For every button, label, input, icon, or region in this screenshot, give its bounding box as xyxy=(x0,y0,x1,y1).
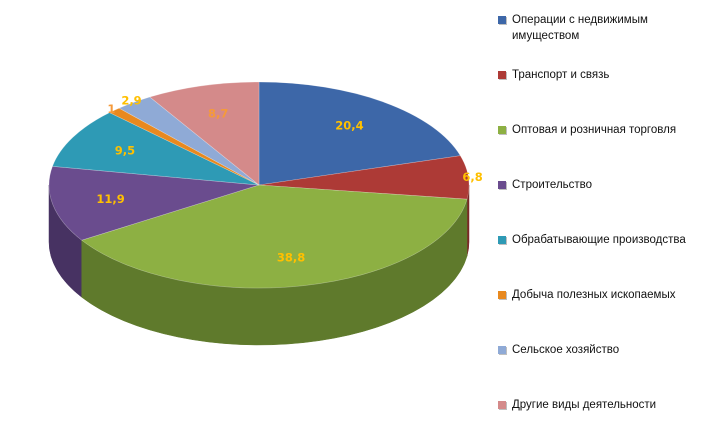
data-label: 38,8 xyxy=(277,251,305,265)
legend-item: Обрабатывающие производства xyxy=(498,232,702,248)
legend-swatch xyxy=(498,16,506,24)
pie-slice xyxy=(149,81,260,186)
legend-swatch xyxy=(498,291,506,299)
legend-item: Операции с недвижимым имуществом xyxy=(498,12,702,44)
legend-item: Транспорт и связь xyxy=(498,67,702,83)
data-label: 20,4 xyxy=(335,119,363,133)
pie-slice xyxy=(81,184,468,289)
legend-swatch xyxy=(498,346,506,354)
legend-label: Строительство xyxy=(512,179,593,191)
legend-swatch xyxy=(498,401,506,409)
legend-item: Сельское хозяйство xyxy=(498,342,702,358)
legend-label: Транспорт и связь xyxy=(512,69,610,81)
data-label: 6,8 xyxy=(462,170,482,184)
data-label: 11,9 xyxy=(96,192,124,206)
legend-swatch xyxy=(498,236,506,244)
data-labels: 20,4 6,8 38,8 11,9 9,5 1 2,9 8,7 xyxy=(96,94,482,265)
pie-slice xyxy=(258,155,470,200)
legend-swatch xyxy=(498,71,506,79)
legend-label: Добыча полезных ископаемых xyxy=(512,289,676,301)
data-label: 1 xyxy=(107,102,115,116)
pie-slice xyxy=(258,81,461,186)
data-label: 2,9 xyxy=(121,94,141,108)
pie-slice xyxy=(52,112,260,186)
legend-swatch xyxy=(498,126,506,134)
legend-swatch xyxy=(498,181,506,189)
pie-top xyxy=(48,81,470,289)
legend-label: Обрабатывающие производства xyxy=(512,234,686,246)
legend: Операции с недвижимым имуществом Транспор… xyxy=(498,0,704,432)
pie-slice xyxy=(108,107,260,186)
pie-chart: 20,4 6,8 38,8 11,9 9,5 1 2,9 8,7 xyxy=(48,81,483,346)
legend-label: Операции с недвижимым имуществом xyxy=(512,14,648,42)
pie-slice xyxy=(118,96,260,186)
legend-item: Добыча полезных ископаемых xyxy=(498,287,702,303)
pie-slice xyxy=(48,166,260,241)
legend-label: Оптовая и розничная торговля xyxy=(512,124,677,136)
legend-item: Строительство xyxy=(498,177,702,193)
data-label: 9,5 xyxy=(115,144,135,158)
legend-label: Сельское хозяйство xyxy=(512,344,620,356)
data-label: 8,7 xyxy=(208,107,228,121)
legend-item: Оптовая и розничная торговля xyxy=(498,122,702,138)
legend-item: Другие виды деятельности xyxy=(498,397,702,413)
legend-label: Другие виды деятельности xyxy=(512,399,657,411)
